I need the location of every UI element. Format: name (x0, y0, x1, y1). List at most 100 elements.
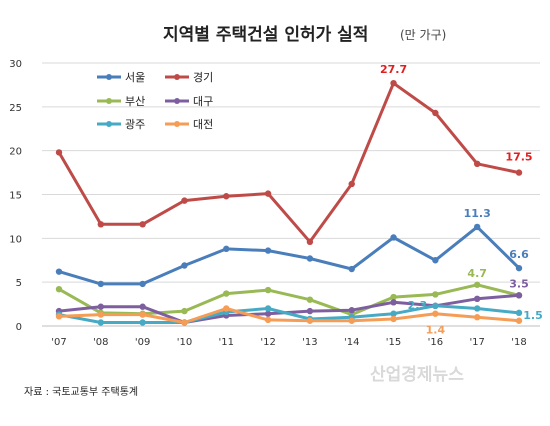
data-point (432, 291, 439, 298)
data-point (390, 293, 397, 301)
data-point (306, 238, 314, 246)
data-point (515, 264, 523, 272)
data-point (264, 286, 272, 294)
data-point (139, 319, 146, 326)
x-tick-label: '07 (51, 337, 66, 348)
data-point (264, 305, 272, 312)
series-line-2 (58, 283, 520, 317)
data-point (306, 317, 314, 324)
y-tick-label: 30 (9, 59, 22, 70)
data-point (97, 221, 105, 228)
data-point (139, 280, 146, 288)
data-point (139, 303, 146, 310)
source-note: 자료 : 국토교통부 주택통계 (24, 386, 138, 398)
series-lines (55, 79, 523, 326)
data-point (473, 160, 481, 168)
legend-marker (174, 98, 180, 104)
series-line-3 (58, 293, 520, 324)
data-point (306, 255, 314, 262)
data-point (264, 247, 272, 254)
series-line-1 (57, 81, 520, 244)
y-tick-label: 0 (16, 322, 22, 333)
data-label: 3.5 (509, 277, 529, 290)
data-point (223, 245, 230, 253)
data-point (432, 109, 439, 117)
y-tick-label: 25 (9, 103, 22, 114)
y-tick-label: 15 (9, 191, 22, 202)
data-point (181, 262, 188, 269)
data-label: 27.7 (380, 63, 407, 76)
x-tick-label: '16 (428, 337, 443, 348)
legend-marker (106, 121, 112, 127)
legend-marker (174, 74, 180, 80)
data-point (473, 295, 481, 303)
data-label: 6.6 (509, 248, 529, 261)
legend-label: 서울 (125, 71, 145, 84)
legend-label: 대전 (193, 118, 213, 131)
x-tick-label: '17 (469, 337, 484, 348)
legend-marker (106, 98, 112, 104)
x-tick-label: '11 (219, 337, 234, 348)
data-point (390, 315, 397, 323)
data-point (97, 311, 105, 318)
data-point (432, 310, 439, 317)
data-point (432, 257, 439, 264)
data-point (473, 223, 481, 231)
data-point (55, 149, 63, 156)
data-label: 1.4 (426, 324, 446, 337)
legend-label: 대구 (193, 95, 213, 108)
data-point (348, 180, 355, 188)
x-tick-label: '08 (93, 337, 108, 348)
data-point (515, 169, 523, 176)
data-point (55, 268, 63, 275)
legend-label: 광주 (125, 118, 145, 131)
data-point (515, 309, 523, 317)
chart-unit: (만 가구) (400, 28, 446, 42)
x-tick-label: '15 (386, 337, 401, 348)
data-point (97, 280, 105, 288)
data-label: 4.7 (467, 267, 487, 280)
data-point (181, 307, 188, 315)
gridlines (42, 62, 540, 327)
y-tick-label: 5 (16, 278, 22, 289)
y-tick-label: 20 (9, 147, 22, 158)
data-point (97, 319, 105, 326)
data-point (390, 79, 397, 87)
data-point (181, 197, 188, 204)
data-point (264, 190, 272, 197)
data-point (55, 285, 63, 293)
data-point (306, 296, 314, 303)
x-tick-label: '09 (135, 337, 150, 348)
data-point (97, 303, 105, 310)
series-line-5 (58, 307, 520, 324)
data-point (55, 313, 63, 320)
data-point (473, 281, 481, 288)
data-label: 11.3 (464, 207, 491, 220)
data-point (348, 317, 355, 324)
data-point (473, 314, 481, 321)
x-tick-label: '18 (511, 337, 526, 348)
chart-title: 지역별 주택건설 인허가 실적 (163, 25, 368, 45)
data-point (264, 310, 272, 317)
data-label: 17.5 (505, 151, 532, 164)
data-point (515, 317, 523, 324)
x-tick-label: '10 (177, 337, 192, 348)
data-labels: 27.7 17.5 11.3 6.6 4.7 3.5 2.3 1.5 1.4 (380, 63, 543, 337)
data-point (139, 221, 146, 228)
legend-label: 부산 (125, 95, 145, 108)
series-line-4 (58, 304, 520, 324)
x-tick-label: '12 (260, 337, 275, 348)
data-point (223, 193, 230, 200)
x-tick-label: '13 (302, 337, 317, 348)
data-point (181, 319, 188, 326)
data-point (348, 307, 355, 314)
data-point (390, 234, 397, 241)
x-axis-ticks: '07 '08 '09 '10 '11 '12 '13 '14 '15 '16 '17 '18 (51, 337, 526, 348)
y-axis-ticks: 0 5 10 15 20 25 30 (9, 59, 22, 333)
series-line-0 (58, 225, 521, 286)
data-point (306, 307, 314, 315)
data-point (139, 311, 146, 318)
data-point (223, 305, 230, 312)
